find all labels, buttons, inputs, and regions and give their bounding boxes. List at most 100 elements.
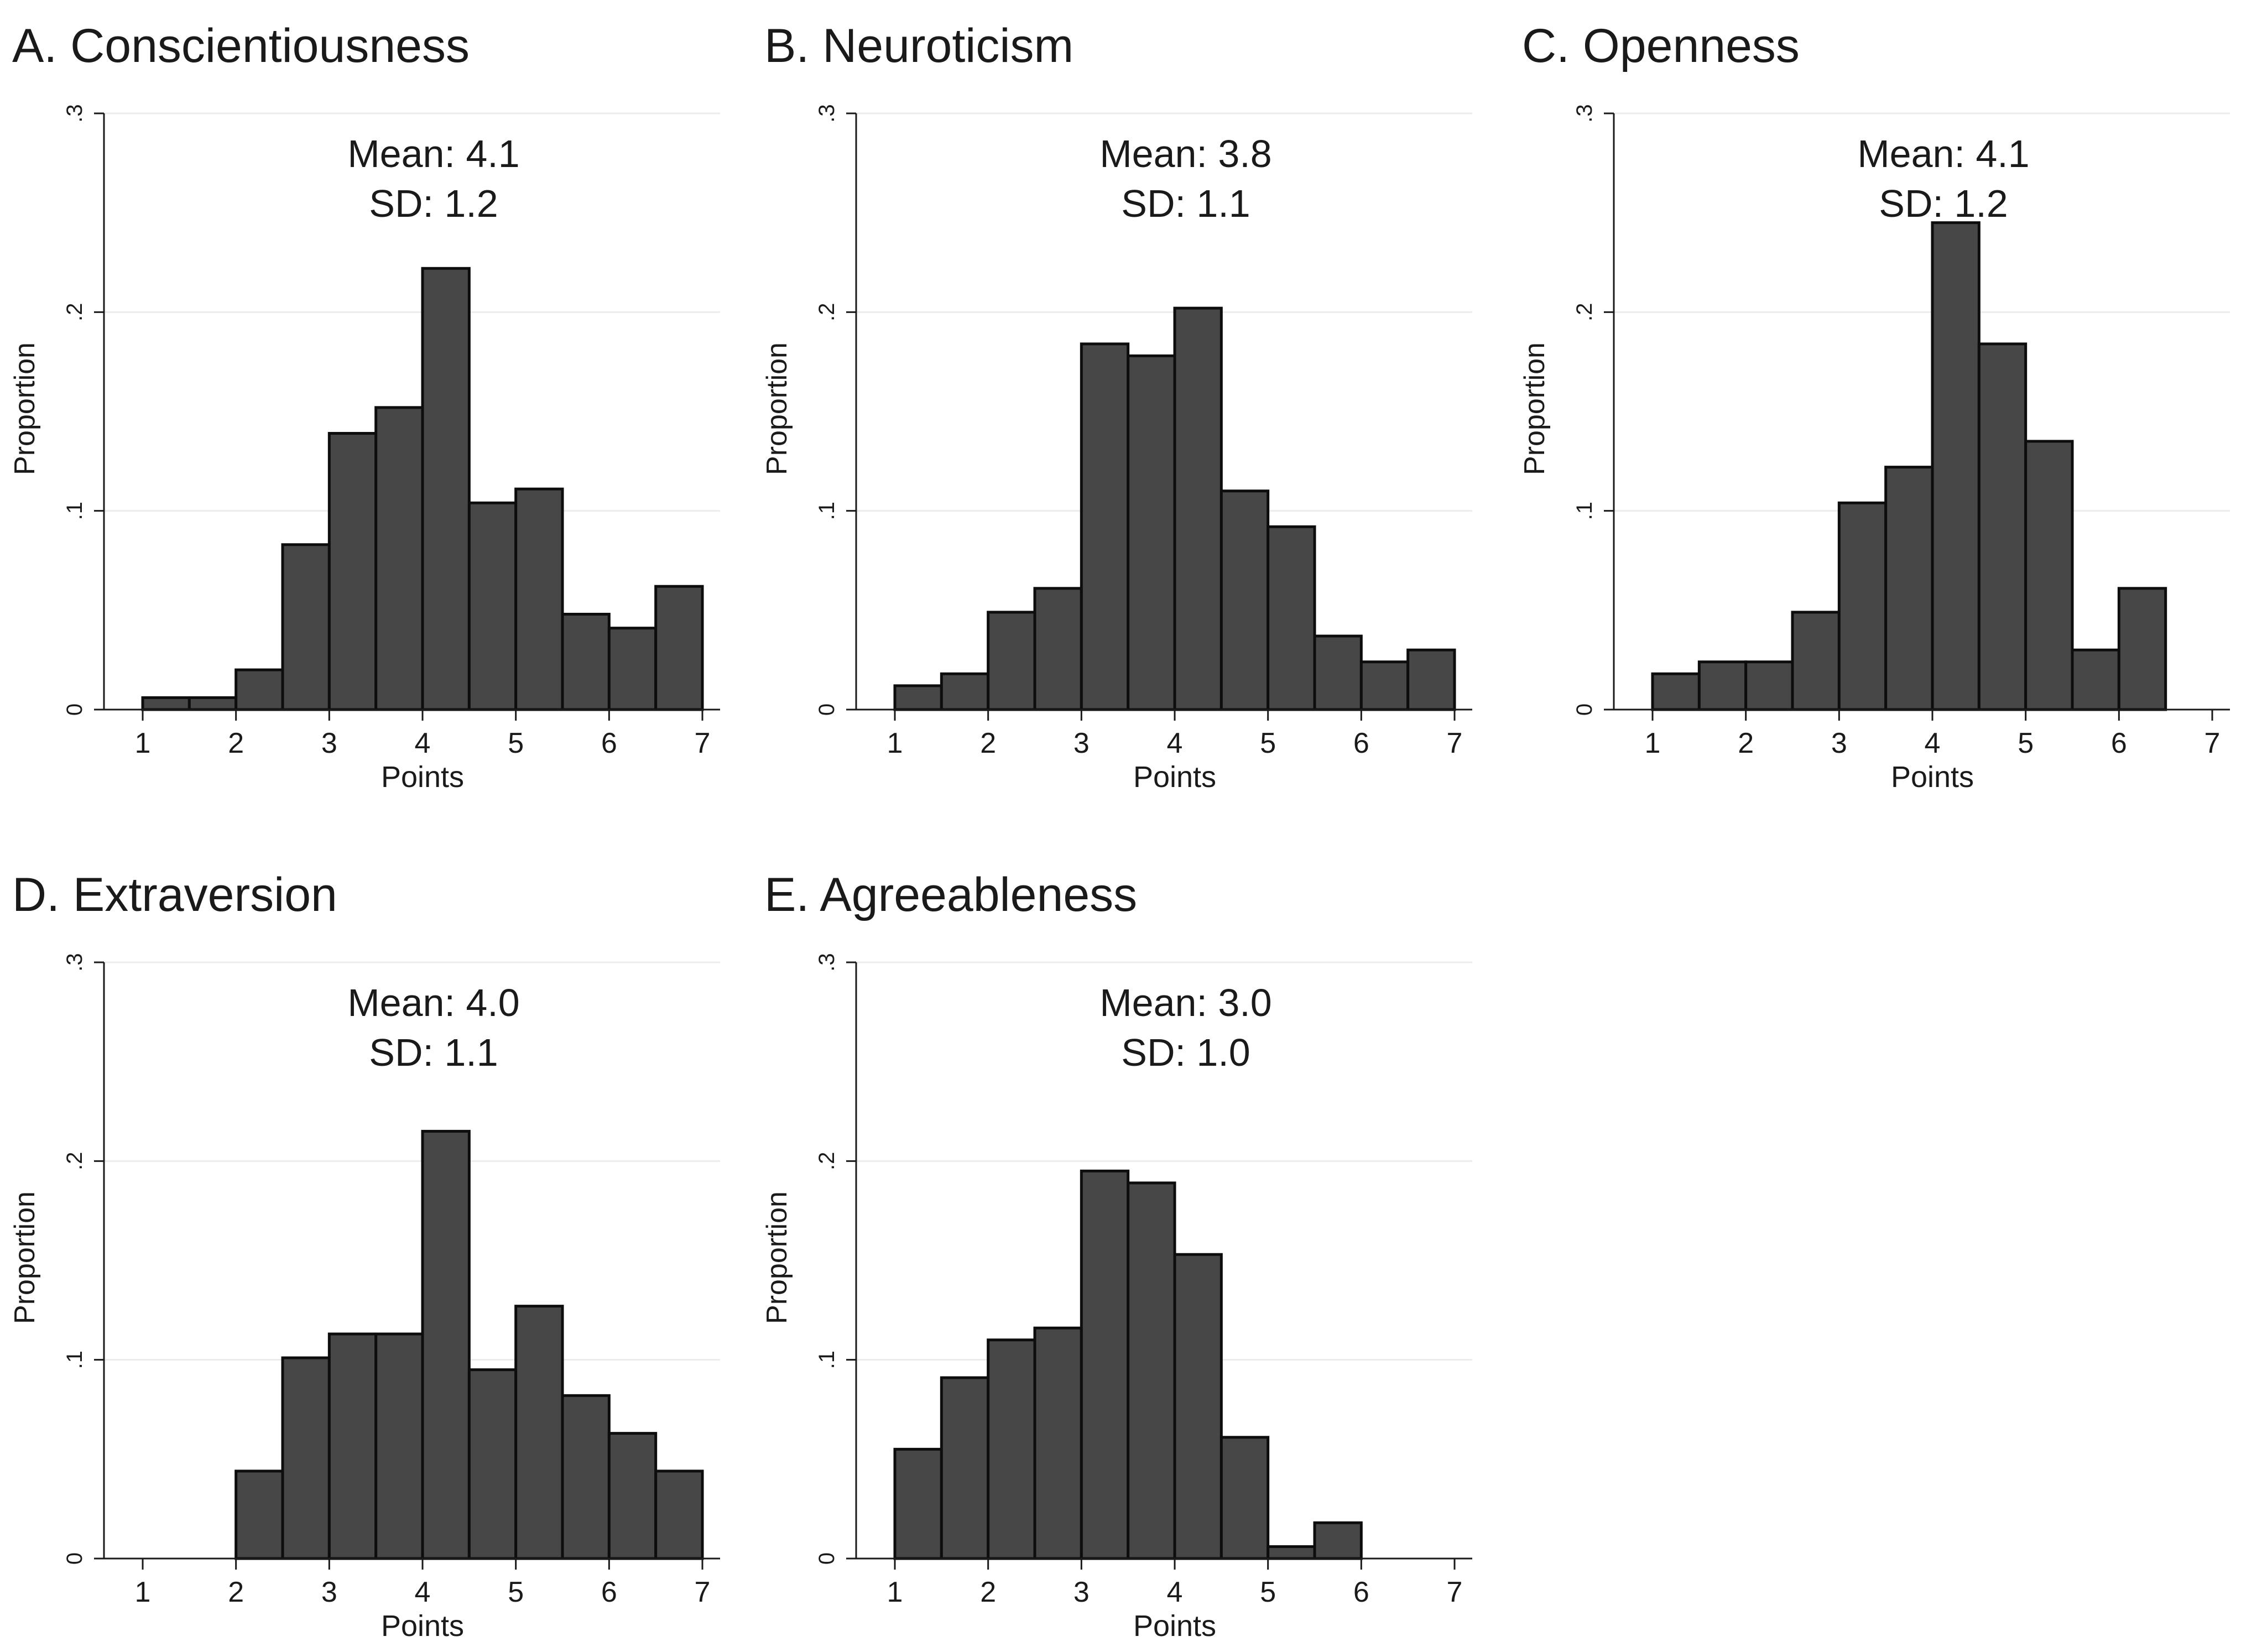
- panel-title: C. Openness: [1522, 19, 1800, 72]
- y-tick-label: .2: [62, 1152, 87, 1170]
- histogram-bar: [374, 406, 424, 711]
- histogram-bar: [1977, 342, 2028, 711]
- histogram-bar: [987, 611, 1036, 711]
- histogram-bar: [893, 684, 943, 711]
- histogram-bar: [2117, 587, 2167, 711]
- histogram-bar: [187, 696, 238, 711]
- x-tick-label: 3: [321, 1576, 337, 1608]
- histogram-svg: E. Agreeableness 0 .1 .2 .3 1 2 3 4 5 6 7 Points Prop…: [761, 868, 1472, 1643]
- sd-annotation: SD: 1.2: [1879, 182, 2008, 225]
- x-tick-label: 6: [601, 1576, 617, 1608]
- y-tick-label: .3: [62, 104, 87, 122]
- x-tick-label: 7: [1447, 727, 1463, 759]
- histogram-svg: C. Openness 0 .1 .2 .3 1 2 3 4 5 6 7 Points Proportio…: [1519, 19, 2230, 794]
- histogram-bar: [1931, 221, 1981, 711]
- histogram-bar: [1219, 489, 1270, 711]
- histogram-bar: [1837, 501, 1888, 711]
- sd-annotation: SD: 1.0: [1121, 1031, 1250, 1074]
- histogram-panel-neuroticism: B. Neuroticism 0 .1 .2 .3 1 2 3 4 5 6 7 Points Propor…: [752, 0, 1482, 794]
- y-tick-label: .2: [1572, 303, 1597, 321]
- mean-annotation: Mean: 4.0: [347, 981, 519, 1024]
- histogram-bar: [1359, 660, 1410, 711]
- y-tick-label: 0: [62, 1552, 87, 1565]
- histogram-bar: [607, 627, 658, 711]
- histogram-bar: [281, 543, 331, 711]
- histogram-bar: [514, 1305, 564, 1560]
- histogram-svg: A. Conscientiousness 0 .1 .2 .3 1 2 3 4 5 6 7 Points…: [9, 19, 720, 794]
- histogram-bar: [1127, 354, 1176, 711]
- histogram-bar: [940, 1376, 990, 1560]
- x-tick-label: 7: [695, 1576, 711, 1608]
- histogram-svg: B. Neuroticism 0 .1 .2 .3 1 2 3 4 5 6 7 Points Propor…: [761, 19, 1472, 794]
- histogram-bar: [1791, 611, 1841, 711]
- y-axis-title: Proportion: [761, 1191, 793, 1324]
- x-tick-label: 2: [228, 727, 244, 759]
- panel-title: A. Conscientiousness: [12, 19, 470, 72]
- histogram-bar: [2071, 648, 2120, 711]
- histogram-bar: [327, 432, 378, 711]
- y-tick-label: 0: [62, 703, 87, 716]
- x-tick-label: 2: [228, 1576, 244, 1608]
- histogram-bar: [1033, 587, 1083, 711]
- x-tick-label: 4: [415, 727, 431, 759]
- x-tick-label: 1: [135, 1576, 151, 1608]
- x-axis-title: Points: [1891, 760, 1974, 794]
- histogram-bar: [1744, 660, 1794, 711]
- x-tick-label: 5: [2018, 727, 2034, 759]
- x-tick-label: 1: [135, 727, 151, 759]
- histogram-bar: [1080, 1169, 1130, 1560]
- y-tick-label: .2: [815, 1152, 839, 1170]
- y-tick-label: .1: [1572, 502, 1597, 520]
- histogram-bar: [514, 487, 564, 711]
- histogram-bar: [893, 1447, 943, 1560]
- x-tick-label: 5: [508, 1576, 524, 1608]
- x-tick-label: 7: [1447, 1576, 1463, 1608]
- histogram-bar: [1697, 660, 1748, 711]
- x-tick-label: 3: [321, 727, 337, 759]
- y-tick-label: .1: [815, 1351, 839, 1369]
- histogram-bar: [1651, 672, 1701, 711]
- x-tick-label: 3: [1073, 1576, 1090, 1608]
- sd-annotation: SD: 1.2: [369, 182, 498, 225]
- x-tick-label: 1: [1645, 727, 1661, 759]
- panel-title: D. Extraversion: [12, 868, 337, 921]
- histogram-bar: [1173, 306, 1223, 711]
- histogram-bar: [1406, 648, 1456, 711]
- y-tick-label: .1: [815, 502, 839, 520]
- x-tick-label: 4: [1167, 727, 1183, 759]
- y-tick-label: .2: [815, 303, 839, 321]
- y-axis-title: Proportion: [761, 342, 793, 475]
- histogram-bar: [421, 267, 471, 711]
- x-tick-label: 3: [1831, 727, 1847, 759]
- x-tick-label: 3: [1073, 727, 1090, 759]
- histogram-bar: [281, 1356, 331, 1560]
- mean-annotation: Mean: 3.0: [1099, 981, 1271, 1024]
- x-tick-label: 7: [695, 727, 711, 759]
- histogram-panel-agreeableness: E. Agreeableness 0 .1 .2 .3 1 2 3 4 5 6 7 Points Prop…: [752, 849, 1482, 1643]
- histogram-bar: [987, 1338, 1036, 1560]
- panel-title: E. Agreeableness: [764, 868, 1137, 921]
- histogram-bar: [327, 1332, 378, 1560]
- y-axis-title: Proportion: [1519, 342, 1551, 475]
- histogram-bar: [374, 1332, 424, 1560]
- x-tick-label: 6: [601, 727, 617, 759]
- x-axis-title: Points: [1133, 760, 1216, 794]
- x-tick-label: 2: [1738, 727, 1754, 759]
- x-axis-title: Points: [381, 760, 464, 794]
- y-tick-label: .1: [62, 1351, 87, 1369]
- histogram-bar: [654, 585, 704, 711]
- histogram-bar: [1127, 1181, 1176, 1560]
- x-tick-label: 6: [1353, 727, 1369, 759]
- y-tick-label: .3: [815, 104, 839, 122]
- y-tick-label: .2: [62, 303, 87, 321]
- histogram-bar: [467, 501, 518, 711]
- histogram-bar: [234, 1469, 284, 1560]
- y-tick-label: .3: [62, 953, 87, 971]
- mean-annotation: Mean: 4.1: [347, 132, 519, 175]
- mean-annotation: Mean: 3.8: [1099, 132, 1271, 175]
- histogram-svg: D. Extraversion 0 .1 .2 .3 1 2 3 4 5 6 7 Points Propo…: [9, 868, 720, 1643]
- histogram-bar: [234, 668, 284, 711]
- x-tick-label: 7: [2204, 727, 2221, 759]
- histogram-bar: [1267, 525, 1316, 711]
- x-tick-label: 1: [887, 1576, 903, 1608]
